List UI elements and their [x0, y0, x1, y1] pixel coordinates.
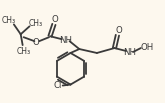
Text: CH₃: CH₃	[2, 16, 16, 25]
Text: Cl: Cl	[54, 81, 62, 90]
Text: CH₃: CH₃	[28, 19, 42, 28]
Text: CH₃: CH₃	[16, 47, 31, 56]
Text: O: O	[51, 15, 58, 24]
Text: OH: OH	[140, 43, 153, 52]
Text: O: O	[115, 26, 122, 35]
Text: NH: NH	[59, 36, 72, 45]
Text: NH: NH	[123, 49, 136, 57]
Text: O: O	[33, 38, 40, 47]
